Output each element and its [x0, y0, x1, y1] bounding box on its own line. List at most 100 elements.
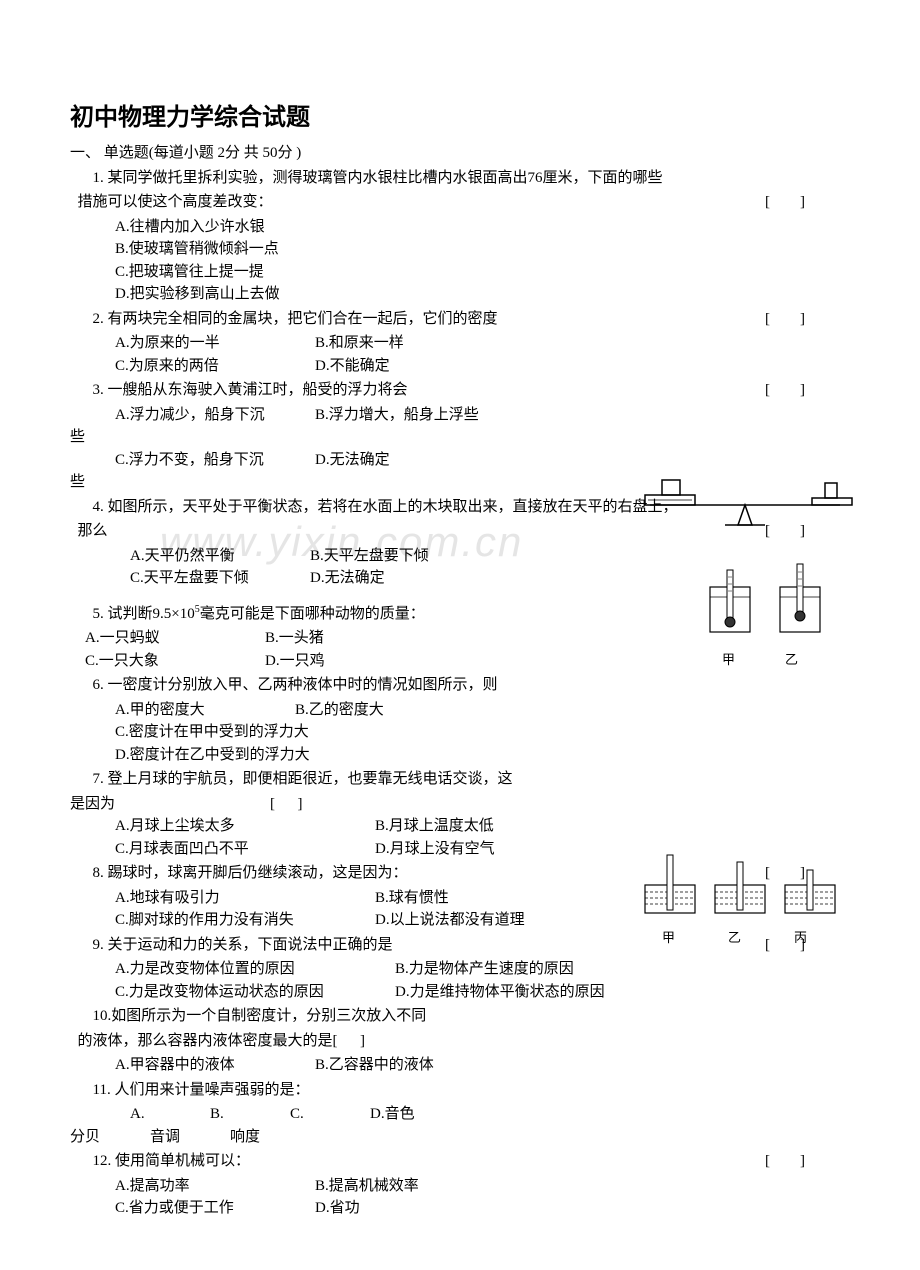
q12-opt-a: A.提高功率: [70, 1175, 270, 1198]
q5-opt-d: D.一只鸡: [250, 650, 325, 673]
q1-opt-a: A.往槽内加入少许水银: [70, 216, 850, 239]
q2-opt-c: C.为原来的两倍: [70, 355, 270, 378]
q6-opts-1: A.甲的密度大B.乙的密度大: [70, 699, 850, 722]
q7-stem2-text: 是因为: [70, 796, 115, 812]
answer-bracket: []: [743, 379, 836, 402]
answer-bracket: []: [270, 793, 325, 816]
q1-opt-c: C.把玻璃管往上提一提: [70, 261, 850, 284]
q1-opt-b: B.使玻璃管稍微倾斜一点: [70, 238, 850, 261]
q4-stem: 4. 如图所示，天平处于平衡状态，若将在水面上的木块取出来，直接放在天平的右盘上…: [70, 496, 850, 519]
q12-stem-text: 12. 使用简单机械可以：: [93, 1153, 251, 1169]
q2-opts-2: C.为原来的两倍D.不能确定: [70, 355, 850, 378]
q12-opts-1: A.提高功率B.提高机械效率: [70, 1175, 850, 1198]
q10-opt-a: A.甲容器中的液体: [70, 1054, 270, 1077]
q1-stem: 1. 某同学做托里拆利实验，测得玻璃管内水银柱比槽内水银面高出76厘米，下面的哪…: [70, 167, 850, 190]
q5-opt-a: A.一只蚂蚁: [70, 627, 250, 650]
answer-bracket: []: [333, 1033, 388, 1049]
q3-opt-b: B.浮力增大，船身上浮些: [270, 404, 479, 449]
q8-opt-c: C.脚对球的作用力没有消失: [70, 909, 330, 932]
q11-opt-a: A.分贝: [70, 1103, 150, 1148]
answer-bracket: []: [758, 191, 836, 214]
q1-opt-d: D.把实验移到高山上去做: [70, 283, 850, 306]
q2-stem: 2. 有两块完全相同的金属块，把它们合在一起后，它们的密度 []: [70, 308, 850, 331]
q6-opt-b: B.乙的密度大: [250, 699, 384, 722]
answer-bracket: []: [743, 1150, 836, 1173]
q8-opts-2: C.脚对球的作用力没有消失D.以上说法都没有道理: [70, 909, 850, 932]
q7-opt-b: B.月球上温度太低: [330, 815, 494, 838]
q10-opt-b: B.乙容器中的液体: [270, 1054, 434, 1077]
q10-stem2: 的液体，那么容器内液体密度最大的是[]: [70, 1030, 850, 1053]
q11-stem: 11. 人们用来计量噪声强弱的是：: [70, 1079, 850, 1102]
q3-opts-1: A.浮力减少，船身下沉些B.浮力增大，船身上浮些: [70, 404, 850, 449]
q5-stem: 5. 试判断9.5×105毫克可能是下面哪种动物的质量：: [70, 602, 850, 626]
q7-opts-2: C.月球表面凹凸不平D.月球上没有空气: [70, 838, 850, 861]
q2-opt-a: A.为原来的一半: [70, 332, 270, 355]
q12-opt-d: D.省功: [270, 1197, 360, 1220]
q3-opt-c: C.浮力不变，船身下沉些: [70, 449, 270, 494]
q5-opts-2: C.一只大象D.一只鸡: [70, 650, 850, 673]
q4-stem2: 那么 []: [70, 520, 850, 543]
q5-stem-text: 5. 试判断9.5×10: [93, 606, 195, 622]
q6-opt-c: C.密度计在甲中受到的浮力大: [70, 721, 850, 744]
q10-opts-1: A.甲容器中的液体B.乙容器中的液体: [70, 1054, 850, 1077]
q7-opt-a: A.月球上尘埃太多: [70, 815, 330, 838]
section-header: 一、 单选题(每道小题 2分 共 50分 ): [70, 142, 850, 165]
q8-opt-a: A.地球有吸引力: [70, 887, 330, 910]
q10-stem2-text: 的液体，那么容器内液体密度最大的是: [78, 1033, 333, 1049]
q9-opts-1: A.力是改变物体位置的原因B.力是物体产生速度的原因: [70, 958, 850, 981]
q4-opts-1: A.天平仍然平衡B.天平左盘要下倾: [70, 545, 850, 568]
q3-stem: 3. 一艘船从东海驶入黄浦江时，船受的浮力将会 []: [70, 379, 850, 402]
q8-opt-d: D.以上说法都没有道理: [330, 909, 525, 932]
q6-opt-a: A.甲的密度大: [70, 699, 250, 722]
q6-stem: 6. 一密度计分别放入甲、乙两种液体中时的情况如图所示，则: [70, 674, 850, 697]
q10-stem: 10.如图所示为一个自制密度计，分别三次放入不同: [70, 1005, 850, 1028]
q3-stem-text: 3. 一艘船从东海驶入黄浦江时，船受的浮力将会: [93, 382, 408, 398]
q11-opt-d: D.音色: [310, 1103, 415, 1148]
q7-opts-1: A.月球上尘埃太多B.月球上温度太低: [70, 815, 850, 838]
q12-stem: 12. 使用简单机械可以： []: [70, 1150, 850, 1173]
q2-opts-1: A.为原来的一半B.和原来一样: [70, 332, 850, 355]
q3-opt-d: D.无法确定: [270, 449, 390, 494]
q3-opts-2: C.浮力不变，船身下沉些D.无法确定: [70, 449, 850, 494]
q6-opt-d: D.密度计在乙中受到的浮力大: [70, 744, 850, 767]
q5-opt-c: C.一只大象: [70, 650, 250, 673]
q4-opt-d: D.无法确定: [250, 567, 385, 590]
q2-stem-text: 2. 有两块完全相同的金属块，把它们合在一起后，它们的密度: [93, 311, 498, 327]
q2-opt-b: B.和原来一样: [270, 332, 404, 355]
q7-opt-d: D.月球上没有空气: [330, 838, 495, 861]
q11-opts: A.分贝B.音调C.响度D.音色: [70, 1103, 850, 1148]
q1-stem2-text: 措施可以使这个高度差改变：: [78, 194, 273, 210]
answer-bracket: []: [758, 520, 836, 543]
q4-opts-2: C.天平左盘要下倾D.无法确定: [70, 567, 850, 590]
q9-stem: 9. 关于运动和力的关系，下面说法中正确的是 []: [70, 934, 850, 957]
q12-opts-2: C.省力或便于工作D.省功: [70, 1197, 850, 1220]
page-title: 初中物理力学综合试题: [70, 100, 850, 136]
q7-opt-c: C.月球表面凹凸不平: [70, 838, 330, 861]
q9-opt-d: D.力是维持物体平衡状态的原因: [350, 981, 605, 1004]
answer-bracket: []: [743, 862, 836, 885]
answer-bracket: []: [743, 308, 836, 331]
q4-stem2-text: 那么: [78, 523, 108, 539]
answer-bracket: []: [743, 934, 836, 957]
q4-opt-b: B.天平左盘要下倾: [250, 545, 429, 568]
q12-opt-b: B.提高机械效率: [270, 1175, 419, 1198]
q3-opt-a: A.浮力减少，船身下沉些: [70, 404, 270, 449]
q8-stem-text: 8. 踢球时，球离开脚后仍继续滚动，这是因为：: [93, 865, 408, 881]
q9-opts-2: C.力是改变物体运动状态的原因D.力是维持物体平衡状态的原因: [70, 981, 850, 1004]
q8-opts-1: A.地球有吸引力B.球有惯性: [70, 887, 850, 910]
q8-opt-b: B.球有惯性: [330, 887, 449, 910]
q9-stem-text: 9. 关于运动和力的关系，下面说法中正确的是: [93, 937, 393, 953]
q4-opt-c: C.天平左盘要下倾: [70, 567, 250, 590]
q5-opt-b: B.一头猪: [250, 627, 324, 650]
q4-opt-a: A.天平仍然平衡: [70, 545, 250, 568]
q9-opt-a: A.力是改变物体位置的原因: [70, 958, 350, 981]
q9-opt-b: B.力是物体产生速度的原因: [350, 958, 574, 981]
q12-opt-c: C.省力或便于工作: [70, 1197, 270, 1220]
q5-stem-after: 毫克可能是下面哪种动物的质量：: [200, 606, 425, 622]
exam-content: 初中物理力学综合试题 一、 单选题(每道小题 2分 共 50分 ) 1. 某同学…: [70, 100, 850, 1220]
q9-opt-c: C.力是改变物体运动状态的原因: [70, 981, 350, 1004]
q8-stem: 8. 踢球时，球离开脚后仍继续滚动，这是因为： []: [70, 862, 850, 885]
q11-opt-b: B.音调: [150, 1103, 230, 1148]
q7-stem: 7. 登上月球的宇航员，即便相距很近，也要靠无线电话交谈，这: [70, 768, 850, 791]
q2-opt-d: D.不能确定: [270, 355, 390, 378]
